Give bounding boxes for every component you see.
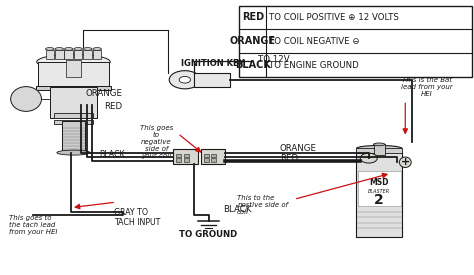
Ellipse shape xyxy=(57,150,90,155)
Ellipse shape xyxy=(356,145,402,152)
Text: TO ENGINE GROUND: TO ENGINE GROUND xyxy=(269,60,359,70)
Ellipse shape xyxy=(11,87,42,111)
Text: +: + xyxy=(401,157,410,167)
Text: MSD: MSD xyxy=(369,178,389,187)
Text: IGNITION KEY: IGNITION KEY xyxy=(181,59,244,68)
Bar xyxy=(64,50,73,59)
Text: ORANGE: ORANGE xyxy=(230,36,276,46)
Bar xyxy=(356,151,402,236)
Text: RED: RED xyxy=(242,12,264,23)
Bar xyxy=(176,154,181,157)
Bar xyxy=(93,50,101,59)
Text: GRAY TO
TACH INPUT: GRAY TO TACH INPUT xyxy=(114,208,160,227)
Bar xyxy=(36,86,111,90)
Bar xyxy=(374,144,385,155)
Bar xyxy=(211,154,216,157)
Bar xyxy=(50,87,97,118)
Text: RED: RED xyxy=(104,102,122,111)
Bar xyxy=(46,50,54,59)
Text: TO 12V: TO 12V xyxy=(258,55,290,64)
Bar xyxy=(358,170,401,206)
Text: This goes to
the tach lead
from your HEI: This goes to the tach lead from your HEI xyxy=(9,214,58,235)
Ellipse shape xyxy=(399,157,411,167)
Bar xyxy=(194,73,230,87)
Text: RED: RED xyxy=(280,154,298,163)
Bar xyxy=(176,158,181,162)
Text: BLACK: BLACK xyxy=(235,60,271,70)
Text: BLACK: BLACK xyxy=(223,205,251,213)
Ellipse shape xyxy=(74,48,82,50)
Bar xyxy=(74,50,82,59)
Bar xyxy=(356,148,402,153)
Bar xyxy=(239,6,472,77)
Bar xyxy=(55,50,64,59)
Text: TO COIL NEGATIVE ⊖: TO COIL NEGATIVE ⊖ xyxy=(269,37,360,46)
Circle shape xyxy=(169,71,201,89)
Ellipse shape xyxy=(374,143,385,146)
Text: ORANGE: ORANGE xyxy=(85,89,122,98)
Bar xyxy=(38,62,109,88)
Bar xyxy=(54,120,93,124)
Ellipse shape xyxy=(83,48,92,50)
Bar xyxy=(62,121,85,153)
Text: This is the Bat
lead from your
HEI: This is the Bat lead from your HEI xyxy=(401,77,453,97)
Bar xyxy=(173,149,198,164)
Bar xyxy=(83,50,92,59)
Bar xyxy=(204,154,209,157)
Text: ORANGE: ORANGE xyxy=(280,144,317,153)
Bar xyxy=(201,149,225,164)
Bar xyxy=(211,158,216,162)
Ellipse shape xyxy=(55,48,64,50)
Text: BLACK: BLACK xyxy=(100,150,125,159)
Text: 2: 2 xyxy=(374,193,384,207)
Ellipse shape xyxy=(36,54,110,70)
Text: TO COIL POSITIVE ⊕ 12 VOLTS: TO COIL POSITIVE ⊕ 12 VOLTS xyxy=(269,13,399,22)
Ellipse shape xyxy=(93,48,101,50)
Ellipse shape xyxy=(46,48,54,50)
Text: TO GROUND: TO GROUND xyxy=(180,230,237,239)
Bar xyxy=(184,154,189,157)
Bar xyxy=(204,158,209,162)
Bar xyxy=(66,60,81,77)
Bar xyxy=(184,158,189,162)
Text: −: − xyxy=(365,153,373,163)
Circle shape xyxy=(179,76,191,83)
Text: BLASTER: BLASTER xyxy=(368,189,390,194)
Circle shape xyxy=(360,153,377,163)
Ellipse shape xyxy=(64,48,73,50)
Text: This goes
to
negative
side of
your coil: This goes to negative side of your coil xyxy=(140,125,173,159)
Text: This to the
postive side of
coil: This to the postive side of coil xyxy=(237,195,288,215)
Bar xyxy=(54,113,93,118)
